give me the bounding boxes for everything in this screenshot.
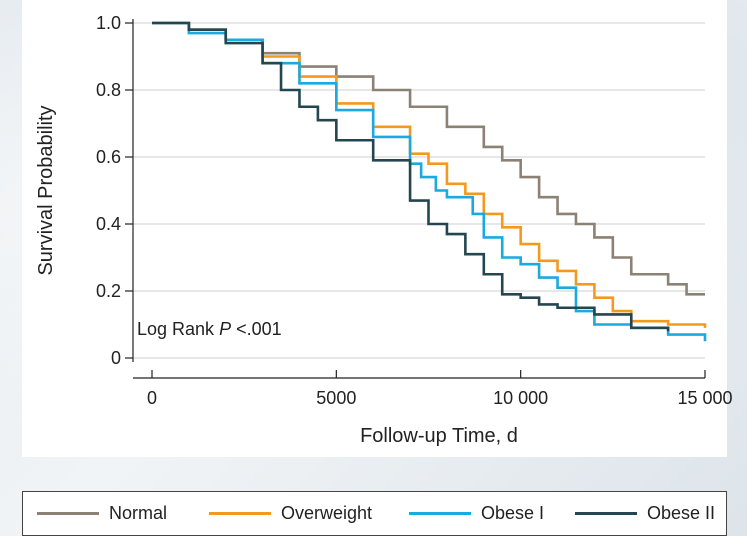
legend: Normal Overweight Obese I Obese II (22, 491, 727, 536)
x-tick-label-2: 10 000 (493, 388, 548, 408)
x-axis-title: Follow-up Time, d (360, 425, 518, 447)
annotation-prefix: Log Rank (137, 319, 219, 339)
chart-panel: 0 0.2 0.4 0.6 0.8 1.0 0 5000 10 000 15 000 Follow-… (22, 0, 733, 457)
y-tick-label-4: 0.8 (96, 80, 121, 100)
legend-label: Normal (109, 503, 168, 523)
legend-item-normal: Normal (37, 492, 167, 535)
series-line-obese-i (152, 21, 707, 342)
y-tick-label-5: 1.0 (96, 13, 121, 33)
y-tick-label-2: 0.4 (96, 214, 121, 234)
y-tick-label-0: 0 (111, 348, 121, 368)
legend-swatch (209, 512, 271, 515)
legend-label: Obese I (481, 503, 545, 523)
y-tick-label-1: 0.2 (96, 281, 121, 301)
legend-swatch (37, 512, 99, 515)
series-layer (152, 21, 707, 342)
axes-layer (125, 19, 706, 379)
legend-label: Overweight (281, 503, 373, 523)
series-line-normal (152, 21, 705, 296)
log-rank-annotation: Log Rank P <.001 (137, 319, 282, 339)
series-line-obese-ii (152, 21, 670, 332)
legend-item-obese-i: Obese I (409, 492, 544, 535)
legend-item-overweight: Overweight (209, 492, 372, 535)
legend-label: Obese II (647, 503, 716, 523)
grid-layer (133, 22, 705, 359)
x-tick-label-3: 15 000 (677, 388, 732, 408)
survival-chart: 0 0.2 0.4 0.6 0.8 1.0 0 5000 10 000 15 000 Follow-… (35, 13, 733, 447)
label-layer: 0 0.2 0.4 0.6 0.8 1.0 0 5000 10 000 15 000 Follow-… (35, 13, 733, 447)
y-axis-title: Survival Probability (35, 105, 57, 275)
annotation-italic: P (219, 319, 231, 339)
series-line-overweight (152, 21, 707, 328)
y-tick-label-3: 0.6 (96, 147, 121, 167)
legend-item-obese-ii: Obese II (575, 492, 715, 535)
legend-swatch (575, 512, 637, 515)
legend-swatch (409, 512, 471, 515)
x-tick-label-1: 5000 (316, 388, 356, 408)
x-tick-label-0: 0 (147, 388, 157, 408)
annotation-suffix: <.001 (231, 319, 282, 339)
